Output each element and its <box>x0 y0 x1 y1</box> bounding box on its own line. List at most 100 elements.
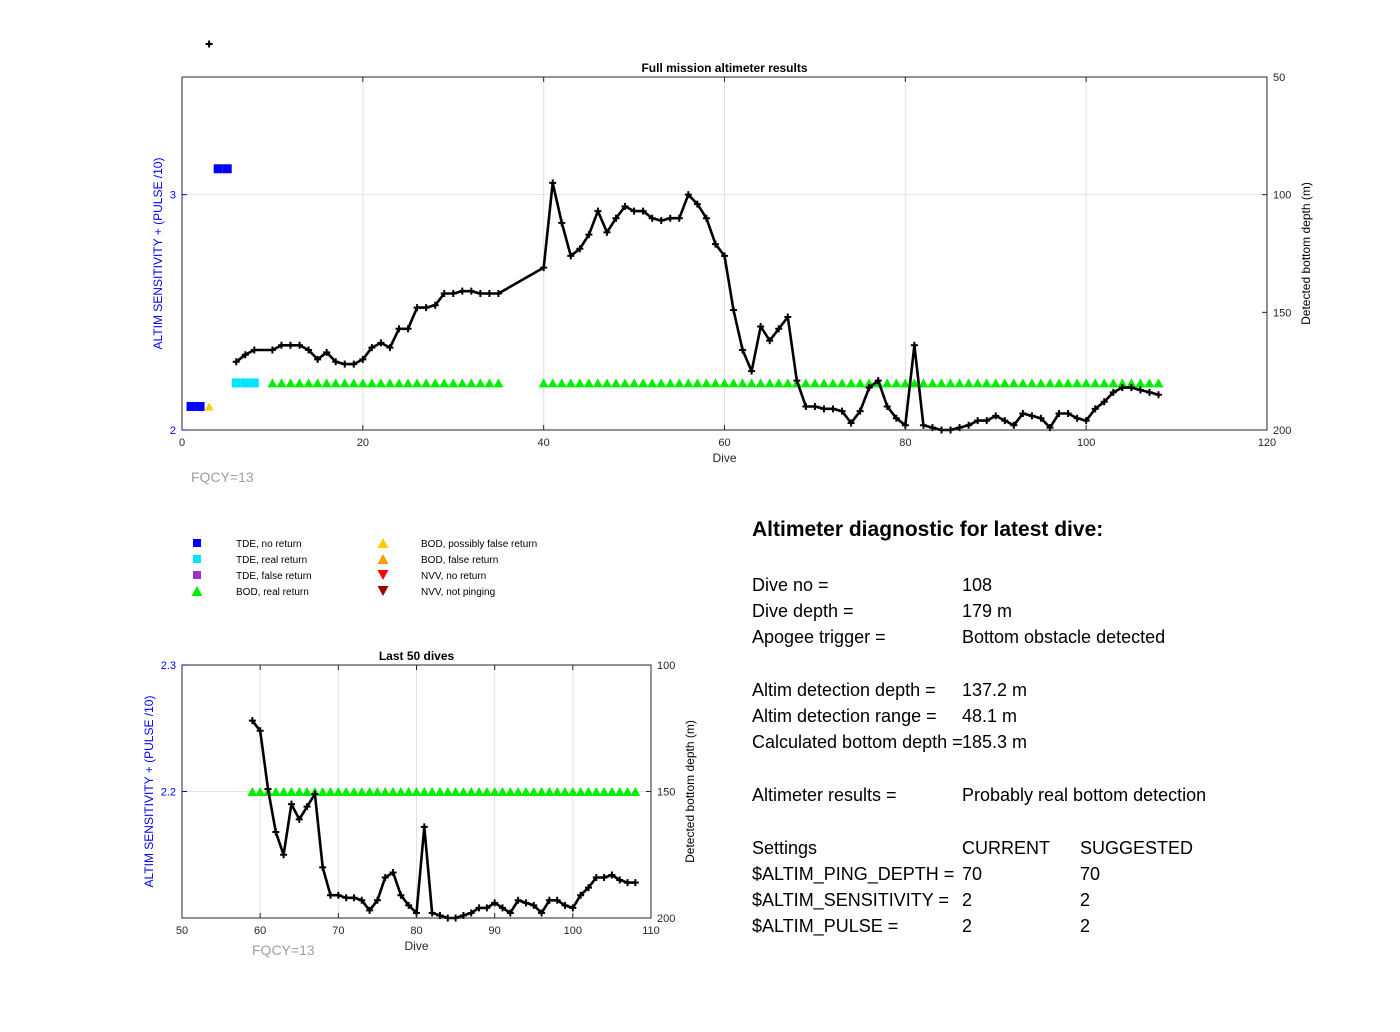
full-mission-fqcy-annotation: FQCY=13 <box>191 469 254 485</box>
data-point <box>255 787 266 796</box>
data-point <box>481 787 492 796</box>
depth-point <box>483 904 491 912</box>
depth-point <box>1019 410 1027 418</box>
setting-current: 2 <box>962 890 973 910</box>
setting-name: $ALTIM_PING_DEPTH = <box>752 864 955 884</box>
data-point <box>317 787 328 796</box>
data-point <box>629 378 640 388</box>
data-point <box>591 787 602 796</box>
data-point <box>900 378 911 388</box>
data-point <box>430 378 441 388</box>
data-point <box>457 378 468 388</box>
depth-point <box>856 407 864 415</box>
data-point <box>855 378 866 388</box>
data-point <box>538 378 549 388</box>
dive-depth-value: 179 m <box>962 601 1013 621</box>
data-point <box>395 787 406 796</box>
data-point <box>620 378 631 388</box>
depth-point <box>603 228 611 236</box>
data-point <box>1126 378 1137 388</box>
full-mission-chart: 0 20 40 60 80 100 120 2 3 50 100 150 200 Full mission… <box>151 40 1313 485</box>
data-point <box>1153 378 1164 388</box>
data-point <box>520 787 531 796</box>
depth-point <box>314 355 322 363</box>
depth-point <box>874 377 882 385</box>
depth-point <box>1127 384 1135 392</box>
data-point <box>419 787 430 796</box>
legend-label: NVV, no return <box>421 571 486 582</box>
depth-point <box>1155 391 1162 399</box>
data-point <box>439 378 450 388</box>
data-point <box>1144 378 1155 388</box>
depth-point <box>467 287 475 295</box>
depth-point <box>342 894 350 902</box>
depth-point <box>721 252 728 260</box>
data-point <box>606 787 617 796</box>
data-point <box>647 378 658 388</box>
data-point <box>394 378 404 388</box>
depth-point <box>757 322 765 330</box>
y-right-tick-label: 200 <box>657 913 675 925</box>
data-point <box>357 378 368 388</box>
y-left-tick-label: 3 <box>170 190 176 202</box>
data-point <box>466 787 477 796</box>
last-50-dives-y-right-axis-label: Detected bottom depth (m) <box>683 720 697 863</box>
data-point <box>567 787 578 796</box>
depth-point <box>256 727 264 735</box>
data-point <box>278 787 289 796</box>
depth-point <box>693 200 701 208</box>
data-point <box>505 787 516 796</box>
data-point <box>1017 378 1028 388</box>
depth-point <box>865 384 873 392</box>
legend-marker <box>193 539 201 547</box>
depth-point <box>381 874 389 882</box>
data-point <box>611 378 621 388</box>
data-point <box>330 378 341 388</box>
depth-point <box>585 231 593 239</box>
data-point <box>321 378 332 388</box>
depth-point <box>1010 421 1018 429</box>
depth-point <box>389 868 397 876</box>
data-point <box>665 378 676 388</box>
depth-point <box>558 219 566 227</box>
data-point <box>195 401 205 411</box>
data-point <box>372 787 383 796</box>
last-50-dives-fqcy-annotation: FQCY=13 <box>252 942 315 958</box>
x-tick-label: 60 <box>718 437 730 449</box>
data-point <box>513 787 524 796</box>
y-left-tick-label: 2.2 <box>161 787 176 799</box>
depth-point <box>467 909 475 917</box>
data-point <box>909 378 920 388</box>
legend-item: NVV, not pinging <box>377 586 495 598</box>
depth-point <box>397 891 405 899</box>
detection-depth-value: 137.2 m <box>962 680 1028 700</box>
last-50-dives-series-bod-real-return <box>247 787 641 796</box>
legend-label: TDE, real return <box>236 555 307 566</box>
data-point <box>954 378 965 388</box>
depth-point <box>793 377 801 385</box>
depth-point <box>498 904 506 912</box>
legend-label: BOD, possibly false return <box>421 539 537 550</box>
depth-point <box>1055 410 1063 418</box>
legend-item: TDE, real return <box>193 555 307 566</box>
depth-point <box>522 899 530 907</box>
depth-point <box>475 904 483 912</box>
full-mission-series-bod-real-return <box>267 378 1164 388</box>
current-column-label: CURRENT <box>962 838 1050 858</box>
data-point <box>213 164 223 174</box>
data-point <box>1063 378 1074 388</box>
data-point <box>1008 378 1019 388</box>
data-point <box>536 787 547 796</box>
depth-point <box>506 909 514 917</box>
depth-point <box>657 217 665 225</box>
legend-item: BOD, false return <box>377 554 498 566</box>
depth-point <box>594 207 602 215</box>
y-right-tick-label: 100 <box>657 660 675 672</box>
depth-point <box>730 306 738 314</box>
legend-label: BOD, real return <box>236 587 309 598</box>
depth-point <box>1109 388 1117 396</box>
last-50-dives-chart: 50 60 70 80 90 100 110 2.2 2.3 100 150 200 Last 50 d… <box>142 649 697 958</box>
data-point <box>222 164 232 174</box>
depth-point <box>675 214 683 222</box>
